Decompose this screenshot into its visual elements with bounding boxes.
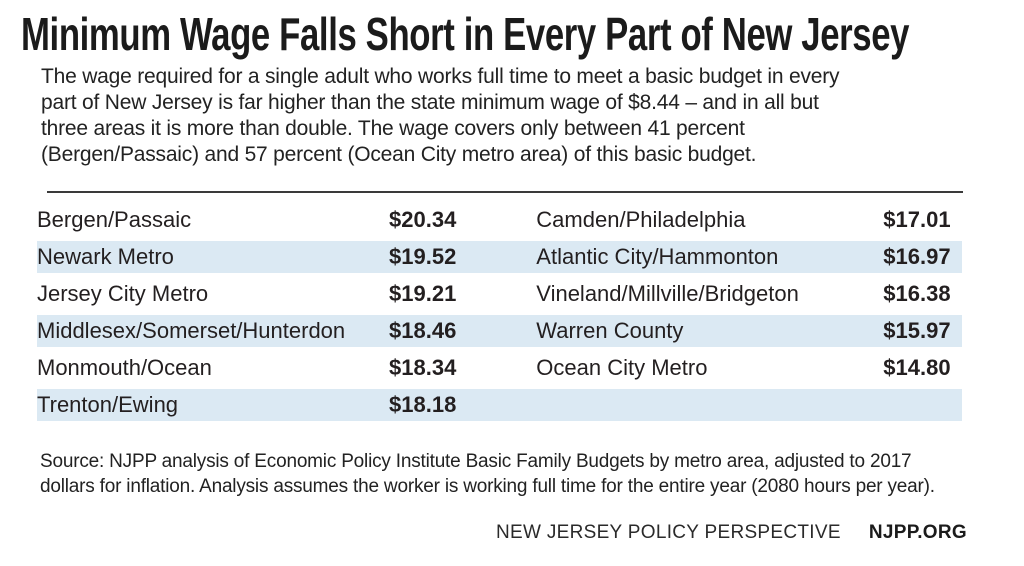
region-cell: Camden/Philadelphia	[536, 207, 746, 232]
wage-table: Bergen/Passaic $20.34 Camden/Philadelphi…	[37, 199, 962, 426]
value-cell: $16.97	[883, 241, 962, 273]
region-cell: Monmouth/Ocean	[37, 355, 212, 380]
region-cell: Warren County	[536, 315, 884, 347]
site-url: NJPP.ORG	[868, 522, 967, 543]
value-cell: $19.21	[389, 281, 457, 306]
table-row: Trenton/Ewing $18.18	[37, 389, 962, 421]
value-cell: $19.52	[389, 241, 537, 273]
org-name: NEW JERSEY POLICY PERSPECTIVE	[496, 522, 841, 543]
region-cell: Newark Metro	[37, 241, 390, 273]
region-cell: Vineland/Millville/Bridgeton	[536, 281, 799, 306]
footer: NEW JERSEY POLICY PERSPECTIVE NJPP.ORG	[496, 522, 967, 544]
page-title: Minimum Wage Falls Short in Every Part o…	[21, 8, 910, 60]
value-cell: $20.34	[389, 207, 457, 232]
intro-paragraph: The wage required for a single adult who…	[41, 65, 840, 166]
table-row: Newark Metro $19.52 Atlantic City/Hammon…	[37, 241, 962, 273]
region-cell: Atlantic City/Hammonton	[536, 241, 884, 273]
region-cell: Ocean City Metro	[536, 355, 708, 380]
value-cell: $14.80	[883, 355, 951, 380]
table-row: Monmouth/Ocean $18.34 Ocean City Metro $…	[37, 352, 962, 384]
region-cell: Jersey City Metro	[37, 281, 209, 306]
region-cell	[536, 389, 884, 421]
table-row: Bergen/Passaic $20.34 Camden/Philadelphi…	[37, 204, 962, 236]
value-cell: $16.38	[883, 281, 951, 306]
value-cell	[883, 389, 962, 421]
region-cell: Trenton/Ewing	[37, 389, 390, 421]
value-cell: $18.46	[389, 315, 537, 347]
value-cell: $15.97	[883, 315, 962, 347]
region-cell: Bergen/Passaic	[37, 207, 192, 232]
value-cell: $18.34	[389, 355, 457, 380]
region-cell: Middlesex/Somerset/Hunterdon	[37, 315, 390, 347]
table-row: Middlesex/Somerset/Hunterdon $18.46 Warr…	[37, 315, 962, 347]
table-top-rule	[47, 191, 963, 193]
value-cell: $17.01	[883, 207, 951, 232]
table-row: Jersey City Metro $19.21 Vineland/Millvi…	[37, 278, 962, 310]
source-note: Source: NJPP analysis of Economic Policy…	[40, 451, 935, 497]
wage-table-body: Bergen/Passaic $20.34 Camden/Philadelphi…	[37, 204, 962, 421]
value-cell: $18.18	[389, 389, 537, 421]
